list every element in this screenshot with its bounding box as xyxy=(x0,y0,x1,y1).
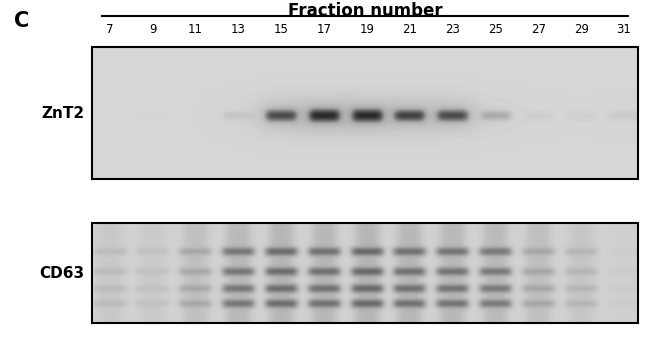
Text: 21: 21 xyxy=(402,23,417,36)
Text: 15: 15 xyxy=(274,23,289,36)
Text: 29: 29 xyxy=(574,23,589,36)
Text: 11: 11 xyxy=(188,23,203,36)
Text: 7: 7 xyxy=(106,23,114,36)
Text: CD63: CD63 xyxy=(39,266,84,281)
Text: 27: 27 xyxy=(531,23,546,36)
Text: 25: 25 xyxy=(488,23,503,36)
Text: C: C xyxy=(14,11,29,31)
Text: 23: 23 xyxy=(445,23,460,36)
Text: Fraction number: Fraction number xyxy=(288,2,442,20)
Text: 9: 9 xyxy=(149,23,157,36)
Bar xyxy=(92,47,638,179)
Bar xyxy=(92,223,638,323)
Text: 31: 31 xyxy=(617,23,631,36)
Text: 17: 17 xyxy=(317,23,332,36)
Text: ZnT2: ZnT2 xyxy=(41,105,84,120)
Text: 19: 19 xyxy=(359,23,374,36)
Text: 13: 13 xyxy=(231,23,246,36)
